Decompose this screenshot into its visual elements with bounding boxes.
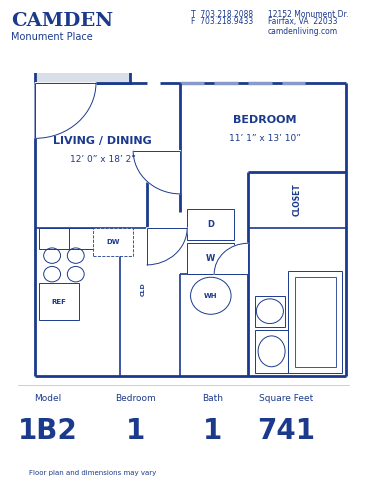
Text: 1B2: 1B2 [18,416,77,444]
Bar [295,277,336,367]
Text: WH: WH [204,293,218,299]
Text: BEDROOM: BEDROOM [233,115,297,125]
Text: DW: DW [106,239,120,245]
Text: 741: 741 [257,416,315,444]
Text: REF: REF [51,299,66,305]
Text: Floor plan and dimensions may vary: Floor plan and dimensions may vary [29,470,157,476]
Bar [288,271,342,373]
Text: camdenliving.com: camdenliving.com [268,27,338,36]
Text: T  703.218.2088: T 703.218.2088 [191,10,253,19]
Text: 11’ 1” x 13’ 10”: 11’ 1” x 13’ 10” [229,134,301,143]
Text: F  703.218.9433: F 703.218.9433 [191,17,253,26]
Text: LIVING / DINING: LIVING / DINING [53,136,152,147]
Bar [39,283,79,320]
Text: Bedroom: Bedroom [115,394,156,403]
Text: 1: 1 [203,416,222,444]
Wedge shape [35,83,96,138]
Text: D: D [207,220,214,229]
Bar [255,330,288,373]
Bar [187,243,235,274]
Text: Model: Model [34,394,61,403]
Wedge shape [133,151,181,194]
Text: Fairfax, VA  22033: Fairfax, VA 22033 [268,17,337,26]
Text: CAMDEN: CAMDEN [11,12,113,30]
Text: Square Feet: Square Feet [259,394,313,403]
Bar [35,58,130,83]
Text: Monument Place: Monument Place [11,32,93,42]
Bar [255,296,285,327]
Bar [92,228,133,256]
Text: 1: 1 [126,416,145,444]
Text: CLOSET: CLOSET [292,184,301,217]
Bar [187,209,235,240]
Text: W: W [206,254,215,263]
Text: CLD: CLD [141,283,146,296]
Bar [39,228,99,249]
Wedge shape [214,243,248,274]
Wedge shape [147,228,187,265]
Text: 12152 Monument Dr.: 12152 Monument Dr. [268,10,348,19]
Text: 12’ 0” x 18’ 2”: 12’ 0” x 18’ 2” [70,155,136,165]
Text: Bath: Bath [202,394,224,403]
